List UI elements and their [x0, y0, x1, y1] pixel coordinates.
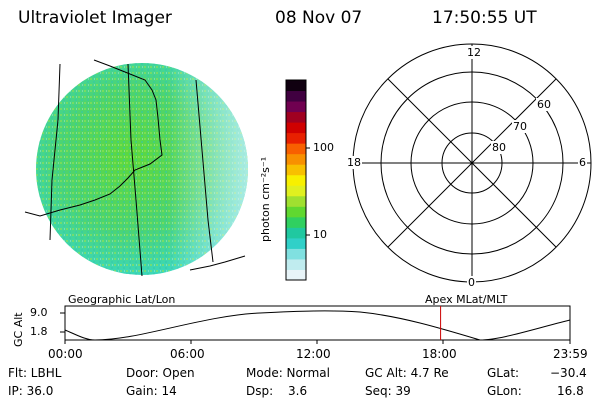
polar-plot: [352, 43, 592, 283]
colorbar-band: [286, 174, 306, 186]
mlt-label-18: 18: [346, 156, 362, 169]
colorbar-band: [286, 227, 306, 239]
colorbar-tick-10: 10: [313, 228, 327, 241]
colorbar-band: [286, 101, 306, 113]
dsp-value: 3.6: [288, 384, 308, 398]
mlat-label-70: 70: [512, 120, 528, 133]
gc-alt-info: GC Alt: 4.7 Re: [365, 366, 449, 380]
glat-label: GLat:: [487, 366, 520, 380]
time-tick-0000: 00:00: [48, 347, 83, 361]
geographic-grid: [24, 59, 246, 277]
colorbar-band: [286, 195, 306, 207]
filter-info: Flt: LBHL: [8, 366, 62, 380]
time-tick-1200: 12:00: [296, 347, 331, 361]
colorbar-band: [286, 111, 306, 123]
altitude-ylabel: GC Alt: [12, 312, 25, 347]
apex-caption: Apex MLat/MLT: [425, 293, 508, 306]
seq-info: Seq: 39: [365, 384, 411, 398]
mlt-label-12: 12: [466, 46, 482, 59]
colorbar-band: [286, 143, 306, 155]
colorbar-band: [286, 185, 306, 197]
mode-info: Mode: Normal: [246, 366, 330, 380]
time-tick-1800: 18:00: [422, 347, 457, 361]
colorbar-band: [286, 258, 306, 270]
mlt-label-0: 0: [467, 276, 476, 289]
colorbar-band: [286, 216, 306, 228]
mlat-label-60: 60: [536, 98, 552, 111]
altitude-plot-ticks: [60, 312, 571, 344]
ip-info: IP: 36.0: [8, 384, 54, 398]
dsp-label: Dsp:: [246, 384, 274, 398]
time-display: 17:50:55 UT: [432, 8, 537, 28]
altitude-ytick-low: 1.8: [30, 325, 48, 338]
colorbar-band: [286, 122, 306, 134]
door-info: Door: Open: [126, 366, 195, 380]
glon-label: GLon:: [487, 384, 522, 398]
colorbar-band: [286, 132, 306, 144]
geographic-caption: Geographic Lat/Lon: [68, 293, 176, 306]
colorbar: [286, 80, 306, 281]
time-tick-2359: 23:59: [553, 347, 588, 361]
glon-value: 16.8: [557, 384, 584, 398]
colorbar-band: [286, 80, 306, 92]
colorbar-band: [286, 90, 306, 102]
earth-image: [36, 63, 248, 275]
mlat-label-80: 80: [491, 141, 507, 154]
gain-info: Gain: 14: [126, 384, 177, 398]
colorbar-band: [286, 206, 306, 218]
app-title: Ultraviolet Imager: [18, 8, 172, 28]
date-display: 08 Nov 07: [275, 8, 363, 28]
altitude-ytick-high: 9.0: [30, 306, 48, 319]
colorbar-frame: [285, 79, 307, 281]
altitude-curve: [64, 310, 571, 341]
colorbar-band: [286, 269, 306, 281]
time-tick-0600: 06:00: [170, 347, 205, 361]
colorbar-label: photon cm⁻²s⁻¹: [259, 156, 272, 242]
colorbar-band: [286, 164, 306, 176]
colorbar-band: [286, 248, 306, 260]
glat-value: −30.4: [550, 366, 587, 380]
colorbar-band: [286, 153, 306, 165]
colorbar-band: [286, 237, 306, 249]
colorbar-tick-100: 100: [313, 141, 334, 154]
mlt-label-6: 6: [578, 156, 587, 169]
